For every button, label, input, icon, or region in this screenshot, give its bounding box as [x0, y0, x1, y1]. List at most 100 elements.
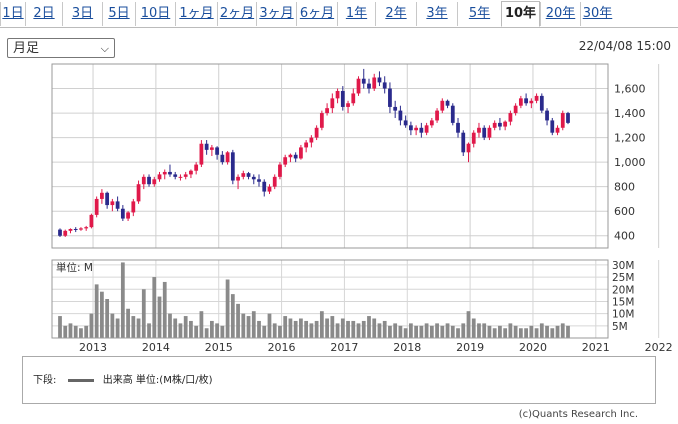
tab-6[interactable]: 2ヶ月 [217, 2, 256, 26]
candle-body [361, 78, 366, 84]
candle-body [79, 228, 83, 230]
candle-body [136, 184, 141, 202]
volume-bar [477, 323, 481, 338]
candle-body [456, 122, 460, 133]
volume-bar [450, 325, 455, 338]
volume-bar [115, 318, 120, 338]
candle-body [94, 198, 99, 215]
timestamp: 22/04/08 15:00 [578, 39, 671, 53]
candle-body [435, 110, 439, 121]
candle-body [356, 78, 361, 94]
candle-body [304, 142, 309, 148]
volume-bar [398, 325, 403, 338]
candle-body [377, 77, 382, 83]
candle-body [372, 77, 377, 89]
candle-body [393, 106, 398, 111]
candle-body [131, 201, 136, 213]
volume-bars [58, 262, 570, 338]
tab-4[interactable]: 10日 [135, 2, 175, 26]
volume-unit-label: 単位: M [56, 261, 93, 274]
tab-11[interactable]: 3年 [416, 2, 457, 26]
candle-body [141, 176, 146, 185]
period-select[interactable]: 月足 ⌵ [7, 38, 115, 58]
candle-body [73, 228, 78, 230]
volume-bar [529, 325, 534, 338]
volume-bar [335, 323, 340, 338]
tab-13[interactable]: 10年 [501, 1, 540, 27]
candle-body [183, 174, 188, 177]
candle-body [283, 157, 288, 165]
candle-body [319, 113, 324, 128]
candle-body [162, 171, 167, 175]
volume-bar [471, 318, 476, 338]
tab-5[interactable]: 1ヶ月 [175, 2, 217, 26]
tab-2[interactable]: 3日 [62, 2, 102, 26]
volume-bar [492, 328, 497, 338]
candle-body [403, 120, 408, 126]
volume-bar [215, 323, 219, 338]
y-tick-label: 1,000 [614, 156, 646, 169]
volume-tick-label: 30M [612, 260, 634, 272]
candle-body [204, 143, 209, 150]
volume-bar [356, 323, 361, 338]
candle-body [309, 137, 314, 143]
chevron-down-icon: ⌵ [100, 42, 109, 55]
tab-10[interactable]: 2年 [375, 2, 416, 26]
tab-14[interactable]: 20年 [540, 2, 580, 26]
y-tick-label: 600 [614, 205, 635, 218]
candle-body [68, 228, 73, 231]
candle-body [560, 113, 565, 128]
volume-tick-label: 5M [612, 321, 628, 333]
volume-bar [440, 325, 445, 338]
volume-bar [225, 279, 230, 338]
tab-8[interactable]: 6ヶ月 [296, 2, 337, 26]
candle-body [471, 132, 476, 144]
volume-bar [189, 320, 193, 338]
candle-body [513, 105, 518, 114]
candle-body [199, 143, 204, 165]
volume-bar [89, 313, 94, 338]
tab-1[interactable]: 2日 [25, 2, 62, 26]
tab-9[interactable]: 1年 [337, 2, 375, 26]
volume-bar [178, 323, 183, 338]
tab-7[interactable]: 3ヶ月 [256, 2, 296, 26]
tab-3[interactable]: 5日 [102, 2, 135, 26]
volume-bar [361, 320, 366, 338]
volume-bar [314, 320, 319, 338]
candle-body [487, 127, 492, 138]
tab-12[interactable]: 5年 [457, 2, 501, 26]
volume-bar [466, 311, 471, 338]
price-grid [52, 64, 660, 248]
volume-bar [136, 318, 141, 338]
tab-15[interactable]: 30年 [580, 2, 614, 26]
candle-body [424, 125, 429, 133]
volume-bar [293, 320, 298, 338]
volume-bar [524, 328, 528, 338]
tab-0[interactable]: 1日 [0, 2, 25, 26]
legend-prefix: 下段: [33, 375, 57, 386]
price-panel-frame [51, 63, 609, 249]
candle-body [251, 176, 256, 180]
volume-bar [545, 325, 549, 338]
volume-bar [94, 284, 99, 338]
candle-body [89, 214, 94, 228]
x-tick-label: 2014 [142, 341, 170, 354]
volume-bar [162, 281, 167, 338]
candle-body [466, 143, 471, 153]
legend-series: 出来高 単位:(M株/口/枚) [102, 375, 213, 386]
y-tick-label: 1,600 [614, 83, 646, 96]
candle-body [314, 127, 319, 138]
candle-body [440, 100, 445, 111]
volume-bar [319, 311, 324, 338]
volume-bar [58, 316, 62, 338]
candle-body [503, 121, 508, 127]
copyright: (c)Quants Research Inc. [518, 409, 638, 420]
volume-bar [152, 277, 157, 338]
candle-body [225, 152, 230, 163]
volume-bar [534, 328, 539, 338]
candle-body [419, 127, 424, 133]
candle-body [529, 100, 534, 104]
volume-bar [382, 320, 387, 338]
volume-bar [456, 328, 460, 338]
volume-bar [278, 325, 282, 338]
